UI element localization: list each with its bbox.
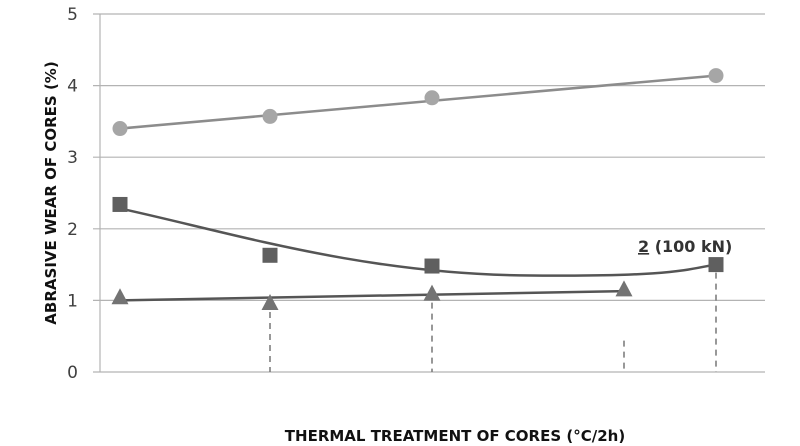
drop-lines bbox=[269, 272, 717, 372]
trendline bbox=[119, 207, 717, 277]
data-point-circle bbox=[708, 68, 724, 84]
y-tick-label: 5 bbox=[67, 5, 78, 25]
series-circles bbox=[112, 68, 724, 137]
trendline bbox=[119, 289, 625, 302]
gridlines bbox=[93, 13, 765, 373]
y-axis-label: ABRASIVE WEAR OF CORES (%) bbox=[42, 61, 60, 324]
series-group bbox=[111, 68, 724, 310]
y-tick-label: 1 bbox=[67, 291, 78, 311]
data-point-circle bbox=[424, 90, 440, 106]
y-tick-labels: 0 1 2 3 4 5 bbox=[67, 5, 78, 383]
data-point-square bbox=[424, 258, 440, 274]
x-axis-label: THERMAL TREATMENT OF CORES (°C/2h) bbox=[285, 427, 625, 445]
data-point-triangle bbox=[261, 293, 279, 310]
data-point-circle bbox=[112, 121, 128, 137]
y-tick-label: 4 bbox=[67, 77, 78, 97]
annotation-label: 2 (100 kN) bbox=[638, 237, 732, 256]
y-tick-label: 2 bbox=[67, 220, 78, 240]
series-triangles bbox=[111, 280, 633, 310]
data-point-square bbox=[708, 257, 724, 273]
data-point-triangle bbox=[111, 288, 129, 305]
data-point-triangle bbox=[423, 284, 441, 301]
data-point-triangle bbox=[615, 280, 633, 297]
y-tick-label: 3 bbox=[67, 148, 78, 168]
series-squares bbox=[112, 196, 724, 277]
data-point-square bbox=[262, 247, 278, 263]
annotation-text: (100 kN) bbox=[649, 237, 732, 256]
annotation-number: 2 bbox=[638, 237, 649, 256]
trendline bbox=[119, 74, 717, 130]
data-point-circle bbox=[262, 108, 278, 124]
y-tick-label: 0 bbox=[67, 363, 78, 383]
data-point-square bbox=[112, 196, 128, 212]
